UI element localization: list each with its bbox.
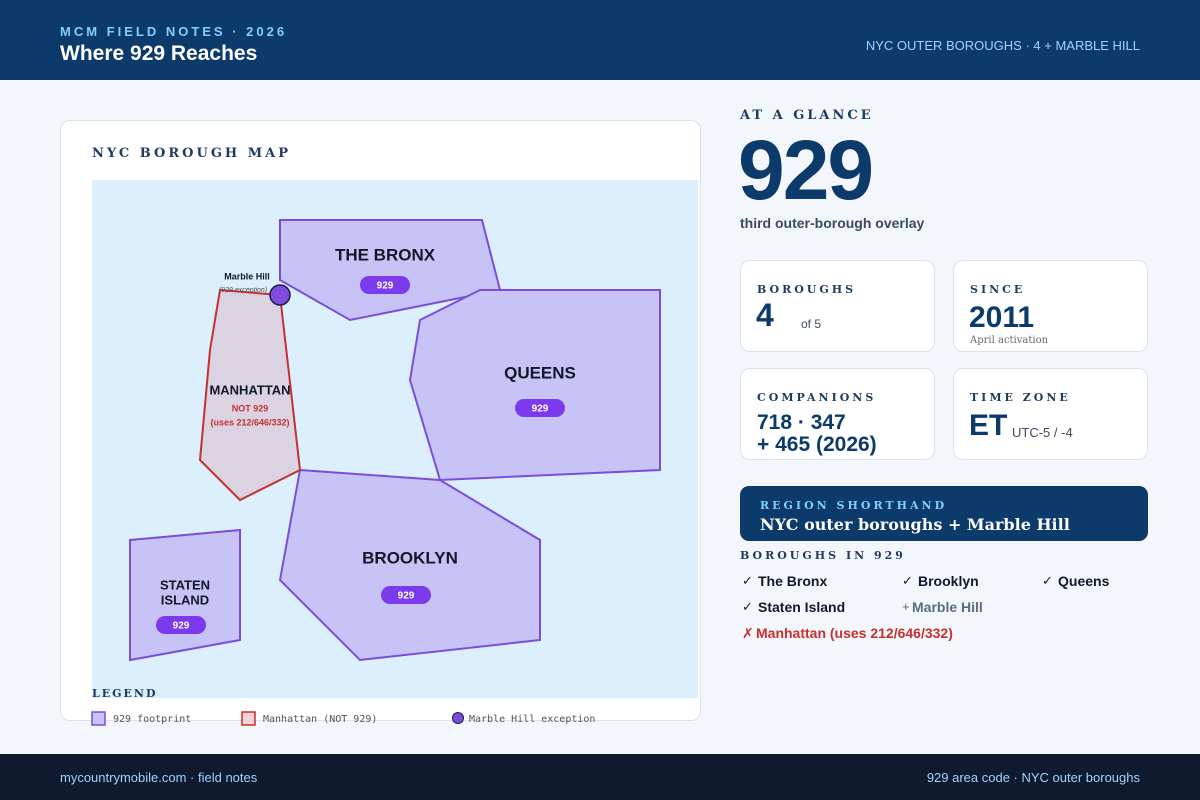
header: MCM FIELD NOTES · 2026 Where 929 Reaches… [0, 0, 1200, 80]
badge-text: 929 [173, 621, 190, 632]
footer: mycountrymobile.com · field notes 929 ar… [0, 754, 1200, 800]
list-title: BOROUGHS IN 929 [740, 549, 906, 562]
brooklyn-shape [278, 468, 541, 662]
legend-swatch [452, 712, 464, 724]
card-sub: April activation [970, 335, 1049, 346]
legend-item: Marble Hill exception [469, 714, 595, 725]
card-label: COMPANIONS [757, 391, 877, 404]
item-text: The Bronx [758, 573, 828, 589]
borough-label: STATEN [160, 577, 210, 592]
badge [381, 586, 431, 604]
card-label: BOROUGHS [757, 283, 857, 296]
region-box: REGION SHORTHAND NYC outer boroughs + Ma… [740, 486, 1148, 541]
card-label: SINCE [970, 283, 1026, 296]
manhattan-uses: (uses 212/646/332) [210, 417, 289, 427]
manhattan-note: NOT 929 [232, 403, 269, 413]
badge [360, 276, 410, 294]
queens-shape [408, 289, 661, 482]
region-label: REGION SHORTHAND [760, 499, 948, 512]
borough-label: QUEENS [504, 363, 576, 382]
item-text: Marble Hill [912, 599, 983, 615]
header-kicker: MCM FIELD NOTES · 2026 [60, 24, 288, 39]
item-mark: ✓ [742, 573, 753, 588]
item-mark: ✓ [902, 573, 913, 588]
manhattan-label: MANHATTAN [209, 382, 290, 397]
region-value: NYC outer boroughs + Marble Hill [760, 515, 1070, 534]
stat-card: TIME ZONE ET UTC-5 / -4 [953, 368, 1148, 460]
card-value: + 465 (2026) [757, 433, 877, 456]
badge [156, 616, 206, 634]
legend-swatch [241, 711, 256, 726]
card-value: 2011 [969, 301, 1035, 334]
card-value: 718 · 347 [757, 411, 846, 434]
card-sub: UTC-5 / -4 [1012, 425, 1073, 440]
card-value: ET [969, 409, 1008, 442]
badge [515, 399, 565, 417]
card-label: TIME ZONE [970, 391, 1071, 404]
excluded-mark: ✗ [742, 625, 754, 641]
footer-right: 929 area code · NYC outer boroughs [926, 770, 1140, 785]
badge-text: 929 [398, 591, 415, 602]
stat-card: BOROUGHS 4 of 5 [740, 260, 935, 352]
badge-text: 929 [377, 281, 394, 292]
item-mark: + [902, 599, 910, 614]
borough-label: THE BRONX [335, 245, 436, 264]
borough-label: BROOKLYN [362, 548, 458, 567]
legend-swatch [91, 711, 106, 726]
excluded-text: Manhattan (uses 212/646/332) [756, 625, 953, 641]
item-text: Staten Island [758, 599, 846, 615]
legend-title: LEGEND [92, 687, 158, 700]
header-title: Where 929 Reaches [60, 42, 258, 65]
stat-card: SINCE 2011 April activation [953, 260, 1148, 352]
legend-item: Manhattan (NOT 929) [263, 714, 377, 725]
card-value: 4 [756, 297, 774, 333]
glance-caption: third outer-borough overlay [740, 215, 925, 231]
map-title: NYC BOROUGH MAP [92, 146, 291, 161]
stat-card: COMPANIONS 718 · 347 + 465 (2026) [740, 368, 935, 460]
marble-hill-note: (929 exception) [219, 287, 267, 294]
item-mark: ✓ [1042, 573, 1053, 588]
card-sub: of 5 [801, 317, 822, 331]
item-text: Brooklyn [918, 573, 979, 589]
item-mark: ✓ [742, 599, 753, 614]
bronx-shape [279, 219, 502, 322]
footer-left: mycountrymobile.com · field notes [60, 770, 258, 785]
header-tag: NYC OUTER BOROUGHS · 4 + MARBLE HILL [865, 38, 1140, 53]
badge-text: 929 [532, 404, 549, 415]
legend-item: 929 footprint [113, 714, 191, 725]
glance-number: 929 [738, 123, 874, 217]
glance-kicker: AT A GLANCE [740, 108, 874, 123]
map: THE BRONX QUEENS BROOKLYN STATEN ISLAND … [91, 180, 698, 726]
item-text: Queens [1058, 573, 1110, 589]
marble-hill-label: Marble Hill [224, 271, 270, 281]
marble-hill-dot [269, 284, 291, 306]
borough-label: ISLAND [161, 592, 209, 607]
